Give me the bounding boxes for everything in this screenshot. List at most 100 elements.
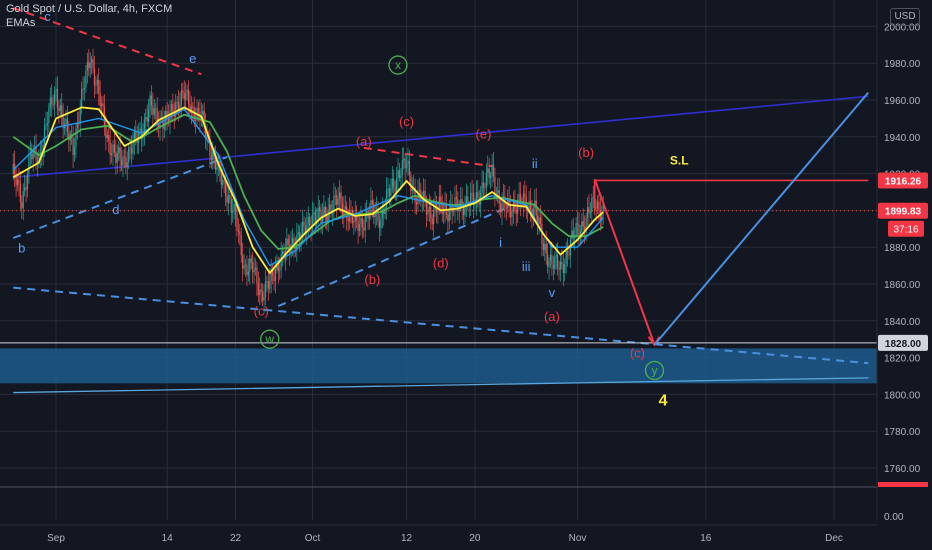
candle-body [297,232,299,236]
candle-body [65,118,67,124]
candle-body [170,104,173,111]
candle-body [272,268,274,276]
candle-body [547,253,549,267]
last-price-tag: 1899.83 [878,202,928,219]
price-tick-label: 1780.00 [884,427,921,438]
candle-body [133,130,135,143]
candle-body [12,163,14,174]
candle-body [76,123,78,129]
candle-body [460,199,462,208]
candle-body [46,123,49,125]
candle-body [222,180,224,185]
candle-body [19,183,21,203]
ema-fast-line [12,106,604,274]
candle-body [53,91,56,105]
candle-body [522,193,524,205]
candle-body [120,159,123,166]
candle-body [337,198,339,205]
candle-body [405,163,408,169]
candle-body [555,254,557,257]
candle-body [557,254,559,269]
candle-body [425,200,428,215]
wave-label: v [549,285,556,300]
wave-degree-label: 4 [659,392,668,409]
candle-body [93,68,96,86]
candle-body [309,216,311,226]
circle-label-ring [388,55,408,75]
candle-body [270,268,272,281]
candle-body [177,101,180,112]
candle-body [132,142,134,154]
candle-body [233,203,235,212]
candle-body [266,281,268,282]
candle-body [428,206,430,211]
candle-body [574,236,576,239]
circle-label-y: y [644,360,665,381]
circle-label-ring [260,329,280,349]
candle-body [374,213,376,218]
candle-body [227,195,230,203]
candle-body [462,207,465,216]
candle-body [51,97,53,105]
wave-label: d [112,202,119,217]
candle-body [26,173,29,190]
circle-label-x: x [388,55,408,75]
candle-body [294,247,296,249]
candle-body [488,168,490,178]
candle-body [130,148,133,154]
candle-body [56,88,59,108]
upper-trend-line [12,7,202,76]
candle-body [145,117,147,120]
candle-body [319,207,321,212]
candle-body [497,190,499,193]
wxy-lower-line [13,286,869,365]
time-tick-label: Dec [825,533,843,544]
candle-body [386,189,388,208]
candle-body [216,167,218,170]
indicator-label[interactable]: EMAs [6,17,36,29]
candle-body [455,197,458,200]
candle-body [344,206,346,210]
candle-body [267,281,269,289]
price-tick-label: 1980.00 [884,59,921,70]
candle-body [215,156,217,170]
candle-body [259,289,261,295]
candle-body [135,130,137,139]
candle-body [443,210,445,215]
candle-body [340,192,342,204]
candle-body [338,192,341,199]
candle-body [106,134,108,138]
circle-label-text: w [264,332,274,346]
target-tag: 1828.00 [878,334,928,351]
candle-body [139,128,141,132]
candle-body [584,226,586,232]
candle-body [155,108,157,110]
wave-label: (c) [254,303,269,318]
candle-body [128,147,130,163]
currency-button[interactable]: USD [890,8,920,26]
candle-body [203,110,205,126]
candle-body [417,191,419,205]
candle-body [193,107,195,121]
candle-body [327,210,329,223]
candle-body [126,162,128,168]
candle-body [122,156,124,166]
stop-loss-label: S.L [670,153,689,167]
candle-body [561,261,563,265]
candle-body [572,230,574,239]
candle-body [461,199,463,208]
candle-body [98,79,100,93]
candle-body [138,131,140,143]
candle-body [276,262,278,270]
candle-body [582,221,584,227]
candle-body [324,206,326,216]
candle-body [471,192,473,194]
candle-body [481,182,483,194]
candle-body [589,212,591,214]
candle-body [373,204,375,218]
candle-body [18,179,20,184]
candle-body [125,157,127,168]
